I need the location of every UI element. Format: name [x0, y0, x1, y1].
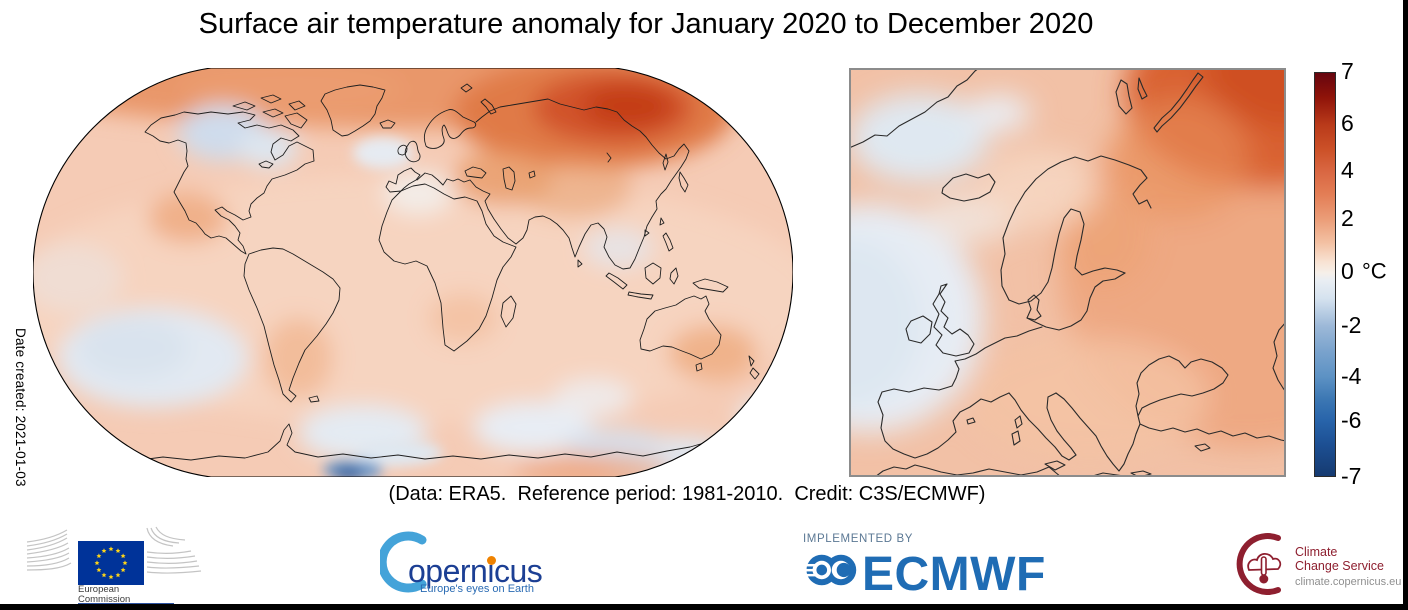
ec-label-line2: Commission	[78, 594, 130, 605]
ccs-url: climate.copernicus.eu	[1295, 576, 1402, 588]
ecmwf-kicker: IMPLEMENTED BY	[803, 533, 914, 545]
europe-anomaly-field	[849, 68, 1286, 477]
europe-coastlines	[849, 68, 1286, 477]
colorbar-labels: 7 6 4 2 0 -2 -4 -6 -7	[1341, 58, 1401, 489]
ccs-label-line1: Climate	[1295, 545, 1338, 559]
ecmwf-logo-icon	[804, 554, 857, 586]
date-created-note: Date created: 2021-01-03	[13, 328, 28, 487]
figure-bottom-border	[0, 604, 1408, 610]
europe-map-frame	[849, 68, 1286, 477]
ec-label-line1: European	[78, 584, 119, 595]
copernicus-tagline: Europe's eyes on Earth	[419, 583, 534, 595]
climate-change-service-icon	[1236, 533, 1282, 595]
ccs-label-line2: Change Service	[1295, 559, 1384, 573]
copernicus-orange-dot-icon	[487, 556, 496, 565]
global-anomaly-map	[33, 68, 793, 477]
colorbar-unit-label: °C	[1362, 258, 1387, 284]
colorbar-tick-2: 2	[1341, 204, 1354, 231]
figure-right-border	[1403, 0, 1408, 610]
colorbar-tick-6: 6	[1341, 109, 1354, 136]
colorbar-tick-m7: -7	[1341, 462, 1362, 489]
ecmwf-wordmark: ECMWF	[862, 548, 1046, 601]
global-anomaly-field	[33, 68, 793, 477]
colorbar-tick-m2: -2	[1341, 311, 1362, 338]
european-commission-logo: European Commission	[26, 526, 202, 608]
global-map-outline	[33, 68, 793, 477]
colorbar-tick-m6: -6	[1341, 406, 1362, 433]
page-title: Surface air temperature anomaly for Janu…	[198, 8, 1094, 40]
thermometer-icon	[1260, 556, 1267, 576]
caption: (Data: ERA5. Reference period: 1981-2010…	[388, 483, 986, 505]
colorbar-tick-0: 0	[1341, 257, 1354, 284]
temperature-colorbar	[1314, 72, 1336, 477]
colorbar-tick-4: 4	[1341, 156, 1354, 183]
global-coastlines	[132, 83, 760, 462]
europe-anomaly-map	[849, 68, 1286, 477]
colorbar-tick-m4: -4	[1341, 362, 1362, 389]
colorbar-tick-7: 7	[1341, 57, 1354, 84]
cloud-icon	[1247, 552, 1282, 571]
copernicus-wordmark: opernicus	[408, 553, 543, 589]
ec-ribbon-lines	[26, 526, 202, 574]
copernicus-swoosh-icon	[380, 531, 427, 593]
